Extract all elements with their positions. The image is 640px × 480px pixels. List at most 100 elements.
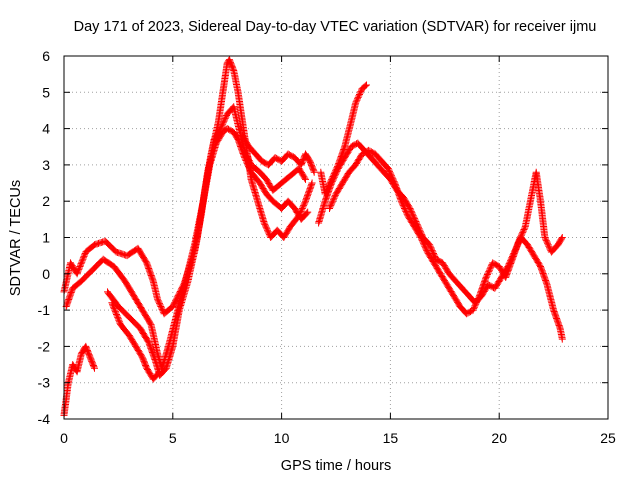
data-point <box>417 234 425 241</box>
data-point <box>156 301 164 309</box>
data-point <box>333 167 341 175</box>
series-track <box>326 146 566 318</box>
data-point <box>472 300 480 308</box>
data-point <box>484 269 492 277</box>
data-point <box>328 178 336 186</box>
y-tick-label: -4 <box>38 411 51 427</box>
data-point <box>541 234 549 241</box>
data-point <box>80 252 88 260</box>
data-point <box>221 114 229 122</box>
y-tick-label: 2 <box>42 193 50 209</box>
data-point <box>77 260 85 268</box>
data-point <box>158 304 165 312</box>
data-point <box>261 220 269 228</box>
data-point <box>544 239 551 247</box>
data-point <box>155 369 163 377</box>
data-point <box>115 316 123 324</box>
data-point <box>110 305 118 313</box>
data-point <box>302 175 309 183</box>
data-point <box>469 306 477 314</box>
chart-title: Day 171 of 2023, Sidereal Day-to-day VTE… <box>74 19 597 35</box>
data-point <box>386 169 394 177</box>
data-point <box>221 116 229 124</box>
data-point <box>328 179 336 187</box>
data-point <box>354 95 361 103</box>
data-point <box>303 209 311 217</box>
data-point <box>300 202 308 210</box>
data-point <box>113 312 121 320</box>
data-point <box>154 295 162 303</box>
data-point <box>112 309 120 317</box>
y-tick-label: 6 <box>42 48 50 64</box>
data-point <box>330 173 338 181</box>
data-point <box>474 296 482 304</box>
data-point <box>544 241 552 249</box>
data-point <box>296 209 304 217</box>
x-tick-label: 0 <box>60 430 68 446</box>
data-point <box>108 299 116 307</box>
data-point <box>329 196 337 204</box>
data-point <box>154 297 162 305</box>
data-point <box>422 245 430 253</box>
data-point <box>114 313 122 321</box>
data-point <box>515 236 523 244</box>
data-point <box>401 206 409 214</box>
data-point <box>470 303 478 311</box>
data-point <box>558 234 566 241</box>
data-point <box>558 335 566 343</box>
data-point <box>264 226 271 234</box>
data-point <box>299 203 307 211</box>
data-point <box>545 242 553 250</box>
data-point <box>78 258 86 266</box>
series-track <box>238 132 318 176</box>
data-point <box>329 176 337 184</box>
data-point <box>482 273 490 281</box>
data-point <box>402 207 410 215</box>
data-point <box>263 225 271 233</box>
data-point <box>485 268 493 276</box>
y-tick-label: 0 <box>42 266 50 282</box>
data-point <box>331 172 339 180</box>
series-track <box>60 342 98 419</box>
data-point <box>79 254 87 262</box>
data-point <box>81 251 89 259</box>
data-point <box>298 206 306 214</box>
data-point <box>109 302 117 310</box>
data-point <box>111 306 119 314</box>
data-point <box>399 200 407 208</box>
data-point <box>519 228 527 236</box>
data-point <box>352 98 360 106</box>
data-point <box>421 242 429 250</box>
data-point <box>328 199 336 207</box>
data-point <box>398 199 406 207</box>
data-point <box>474 295 482 302</box>
data-point <box>357 88 365 96</box>
data-point <box>483 271 491 278</box>
data-point <box>310 168 318 176</box>
data-point <box>472 299 480 307</box>
data-point <box>331 193 339 201</box>
data-point <box>74 268 82 276</box>
data-point <box>542 235 549 243</box>
data-point <box>519 227 527 235</box>
x-tick-label: 25 <box>600 430 616 446</box>
data-point <box>110 303 118 311</box>
data-point <box>296 210 304 218</box>
data-point <box>515 237 523 245</box>
data-point <box>332 169 340 177</box>
data-point <box>403 209 410 217</box>
data-point <box>297 207 305 215</box>
data-point <box>385 166 393 174</box>
data-point <box>330 175 338 183</box>
data-points <box>60 56 566 419</box>
data-point <box>361 82 369 90</box>
data-point <box>420 241 428 249</box>
x-tick-label: 10 <box>274 430 290 446</box>
data-point <box>471 302 479 310</box>
data-point <box>473 297 481 305</box>
data-point <box>155 298 163 306</box>
data-point <box>399 202 407 210</box>
data-point <box>384 165 392 172</box>
data-point <box>78 257 86 265</box>
data-point <box>352 99 360 107</box>
